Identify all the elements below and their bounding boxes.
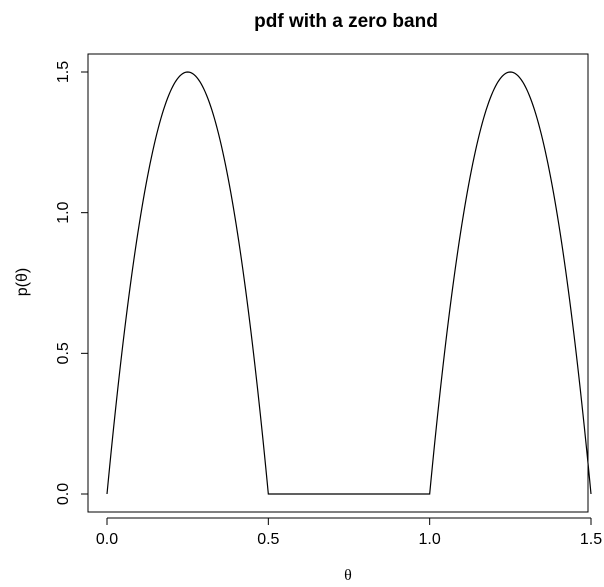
x-tick-label: 1.5 [580, 531, 602, 548]
chart-title: pdf with a zero band [254, 11, 438, 32]
y-tick-label: 0.5 [55, 342, 72, 364]
y-tick-label: 1.0 [55, 201, 72, 223]
x-tick-label: 0.0 [96, 531, 118, 548]
y-tick-label: 0.0 [55, 483, 72, 505]
y-axis: 0.0 0.5 1.0 1.5 [55, 61, 89, 505]
series-line-pdf [106, 71, 592, 495]
x-tick-label: 0.5 [257, 531, 279, 548]
y-axis-label: p(θ) [14, 268, 31, 296]
y-tick-label: 1.5 [55, 61, 72, 83]
x-tick-label: 1.0 [419, 531, 441, 548]
plot-frame [87, 53, 589, 513]
x-axis-label: θ [344, 567, 352, 584]
x-axis: 0.0 0.5 1.0 1.5 [96, 517, 602, 548]
